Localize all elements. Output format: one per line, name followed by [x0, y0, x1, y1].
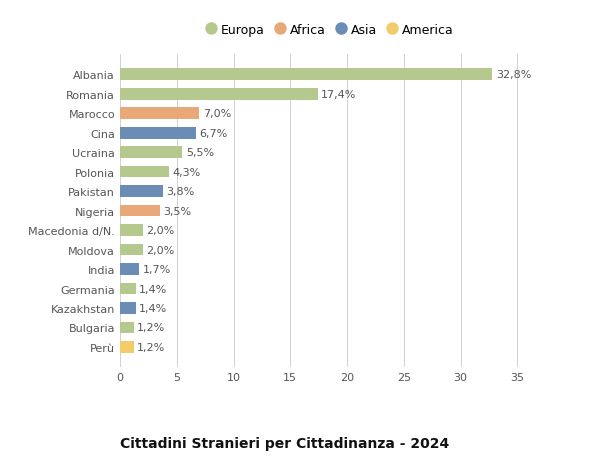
Text: 1,2%: 1,2%	[137, 323, 165, 333]
Bar	[120, 322, 134, 334]
Bar	[120, 263, 139, 275]
Text: 6,7%: 6,7%	[199, 129, 228, 139]
Bar	[120, 244, 143, 256]
Bar	[120, 283, 136, 295]
Text: 32,8%: 32,8%	[496, 70, 531, 80]
Text: 2,0%: 2,0%	[146, 245, 175, 255]
Bar	[120, 128, 196, 139]
Text: 2,0%: 2,0%	[146, 225, 175, 235]
Text: 7,0%: 7,0%	[203, 109, 231, 119]
Text: 5,5%: 5,5%	[186, 148, 214, 158]
Text: 4,3%: 4,3%	[172, 167, 200, 177]
Text: 17,4%: 17,4%	[321, 90, 356, 100]
Text: 1,7%: 1,7%	[143, 264, 171, 274]
Bar	[120, 147, 182, 159]
Bar	[120, 341, 134, 353]
Bar	[120, 302, 136, 314]
Text: 1,4%: 1,4%	[139, 284, 167, 294]
Text: 1,2%: 1,2%	[137, 342, 165, 352]
Text: 3,5%: 3,5%	[163, 206, 191, 216]
Bar	[120, 225, 143, 236]
Text: 1,4%: 1,4%	[139, 303, 167, 313]
Bar	[120, 205, 160, 217]
Bar	[120, 186, 163, 197]
Legend: Europa, Africa, Asia, America: Europa, Africa, Asia, America	[206, 24, 454, 37]
Text: 3,8%: 3,8%	[167, 187, 195, 197]
Bar	[120, 108, 199, 120]
Text: Cittadini Stranieri per Cittadinanza - 2024: Cittadini Stranieri per Cittadinanza - 2…	[120, 436, 449, 450]
Bar	[120, 167, 169, 178]
Bar	[120, 89, 317, 101]
Bar	[120, 69, 493, 81]
